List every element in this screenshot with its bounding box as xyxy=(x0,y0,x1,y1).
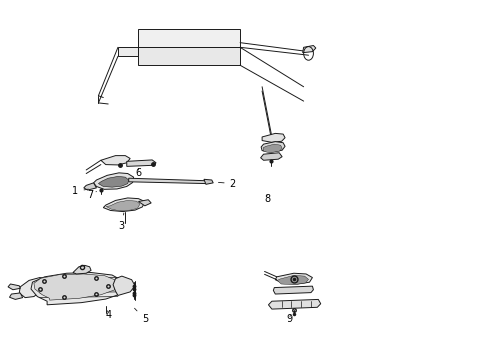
Polygon shape xyxy=(269,300,321,309)
Polygon shape xyxy=(106,201,140,211)
Text: 1: 1 xyxy=(73,186,88,197)
Polygon shape xyxy=(9,293,23,300)
Text: 3: 3 xyxy=(119,213,125,230)
Polygon shape xyxy=(34,274,118,300)
Polygon shape xyxy=(204,179,213,184)
Text: 6: 6 xyxy=(135,168,142,178)
Polygon shape xyxy=(19,278,49,298)
Polygon shape xyxy=(8,284,20,290)
Polygon shape xyxy=(273,286,314,294)
Polygon shape xyxy=(138,30,240,47)
Polygon shape xyxy=(139,200,151,206)
Polygon shape xyxy=(138,47,240,65)
Polygon shape xyxy=(103,198,145,212)
Polygon shape xyxy=(263,144,282,153)
Text: 5: 5 xyxy=(135,308,148,324)
Polygon shape xyxy=(94,173,134,189)
Polygon shape xyxy=(262,134,285,142)
Text: 4: 4 xyxy=(105,310,111,320)
Polygon shape xyxy=(303,45,316,53)
Polygon shape xyxy=(118,47,138,56)
Text: 8: 8 xyxy=(264,194,270,204)
Polygon shape xyxy=(73,265,91,274)
Polygon shape xyxy=(277,275,309,285)
Text: 9: 9 xyxy=(286,314,292,324)
Polygon shape xyxy=(98,176,129,187)
Text: 2: 2 xyxy=(219,179,236,189)
Polygon shape xyxy=(261,141,285,152)
Text: 7: 7 xyxy=(87,190,97,200)
Polygon shape xyxy=(275,273,313,284)
Polygon shape xyxy=(261,153,282,160)
Polygon shape xyxy=(101,156,130,165)
Polygon shape xyxy=(127,160,156,166)
Polygon shape xyxy=(113,276,135,296)
Polygon shape xyxy=(84,183,97,190)
Polygon shape xyxy=(129,178,207,184)
Polygon shape xyxy=(31,273,125,305)
